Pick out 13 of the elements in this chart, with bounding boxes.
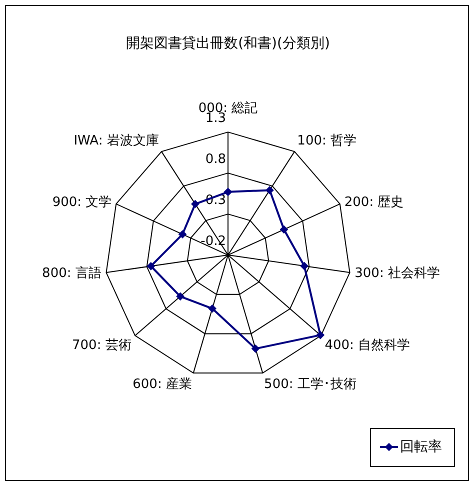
spoke-label: 800: 言語 (42, 265, 102, 282)
spoke-label: 900: 文学 (52, 194, 112, 210)
legend-label: 回転率 (400, 439, 442, 455)
spoke-label: 600: 産業 (132, 376, 192, 392)
spoke-label: 200: 歴史 (344, 194, 404, 210)
y-tick-label: 0.8 (205, 152, 226, 168)
spoke-label: IWA: 岩波文庫 (74, 132, 159, 148)
spoke-label: 100: 哲学 (297, 133, 357, 148)
spoke-label: 700: 芸術 (72, 338, 132, 353)
spoke-label: 300: 社会科学 (354, 266, 440, 282)
chart-title: 開架図書貸出冊数(和書)(分類別) (126, 35, 330, 52)
spoke-label: 400: 自然科学 (324, 338, 410, 353)
spoke-label: 500: 工学･技術 (264, 376, 356, 392)
